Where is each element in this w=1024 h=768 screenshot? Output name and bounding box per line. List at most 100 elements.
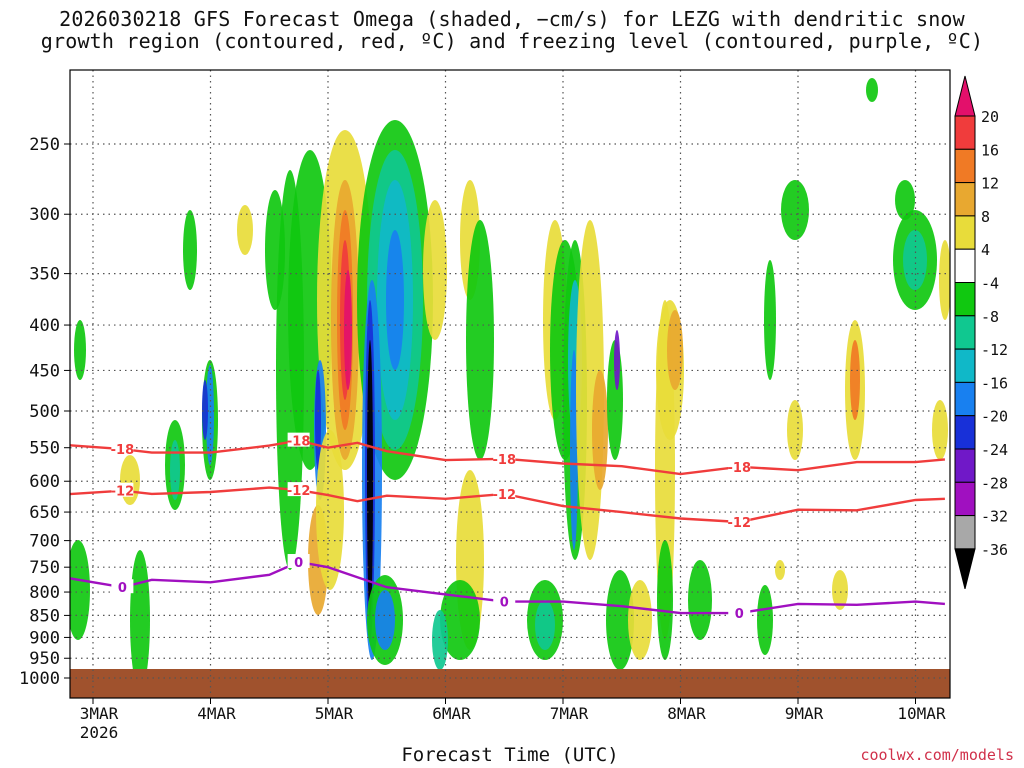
omega-region — [367, 340, 373, 620]
x-year-label: 2026 — [80, 723, 119, 742]
contour-label-bg — [728, 514, 751, 529]
contour-label: -18 — [111, 443, 135, 458]
contour-label-bg — [111, 579, 134, 594]
omega-region — [423, 200, 447, 340]
contour-dgz-minus12 — [70, 486, 945, 524]
credit-link[interactable]: coolwx.com/models — [860, 746, 1014, 764]
y-tick-label: 900 — [29, 628, 60, 648]
colorbar-segment — [954, 148, 976, 184]
colorbar-segment — [954, 348, 976, 383]
colorbar-label: -36 — [981, 541, 1008, 559]
omega-region — [903, 230, 927, 290]
contour-label-bg — [728, 458, 751, 473]
contour-label: 0 — [118, 581, 127, 596]
y-axis: 2503003504004505005506006507007508008509… — [19, 135, 70, 689]
chart-title-line1: 2026030218 GFS Forecast Omega (shaded, −… — [59, 7, 965, 31]
chart-title-line2: growth region (contoured, red, ºC) and f… — [40, 29, 984, 53]
contour-label: 0 — [500, 596, 509, 611]
omega-region — [850, 340, 860, 420]
contour-label: -12 — [493, 488, 517, 503]
x-tick-label: 10MAR — [897, 704, 946, 723]
omega-region — [667, 310, 683, 390]
colorbar-segment — [954, 381, 976, 417]
y-tick-label: 500 — [29, 402, 60, 422]
contour-label-bg — [493, 450, 516, 465]
omega-region — [657, 540, 673, 660]
omega-region — [606, 570, 634, 670]
contour-freezing-level — [70, 560, 945, 615]
omega-region — [386, 230, 404, 370]
y-tick-label: 550 — [29, 439, 60, 459]
x-axis-title: Forecast Time (UTC) — [401, 744, 619, 766]
colorbar: 20 16 12 8 4 -4 -8 -12 -16 -20 -24 -28 -32 -36 — [954, 75, 1008, 590]
contour-label: 0 — [294, 556, 303, 571]
x-tick-label: 5MAR — [315, 704, 354, 723]
y-tick-label: 650 — [29, 503, 60, 523]
omega-region — [570, 350, 578, 550]
colorbar-segment — [954, 215, 976, 250]
y-tick-label: 800 — [29, 583, 60, 603]
y-tick-label: 1000 — [19, 669, 60, 689]
omega-region — [237, 205, 253, 255]
omega-region — [316, 430, 344, 590]
contour-label: -12 — [728, 516, 752, 531]
colorbar-label: -12 — [981, 341, 1008, 359]
omega-region — [764, 260, 776, 380]
contour-lines: -18 -18 -18 -18 -12 -12 -12 -12 0 0 0 0 — [70, 432, 946, 622]
omega-region — [939, 240, 950, 320]
omega-region — [202, 380, 208, 440]
contour-label-bg — [493, 593, 516, 608]
colorbar-label: -20 — [981, 408, 1008, 426]
x-tick-label: 9MAR — [785, 704, 824, 723]
colorbar-label: 12 — [981, 175, 999, 193]
y-tick-label: 350 — [29, 265, 60, 285]
colorbar-segment — [954, 448, 976, 483]
y-tick-label: 750 — [29, 558, 60, 578]
contour-label: -18 — [287, 435, 311, 450]
contour-label-bg — [287, 482, 310, 497]
contour-label-bg — [728, 605, 751, 620]
colorbar-bottom-arrow — [954, 548, 976, 590]
colorbar-label: -8 — [981, 308, 999, 326]
omega-region — [787, 400, 803, 460]
omega-region — [775, 560, 785, 580]
omega-region — [344, 270, 352, 390]
contour-label-bg — [287, 432, 310, 447]
y-tick-label: 850 — [29, 606, 60, 626]
y-tick-label: 600 — [29, 472, 60, 492]
contour-label-bg — [493, 485, 516, 500]
contour-dgz-minus18 — [70, 439, 946, 476]
colorbar-segment — [954, 182, 976, 217]
omega-region — [628, 580, 652, 660]
omega-region — [432, 610, 448, 670]
x-tick-label: 4MAR — [197, 704, 236, 723]
contour-label-bg — [111, 482, 134, 497]
omega-region — [592, 370, 608, 490]
y-tick-label: 250 — [29, 135, 60, 155]
x-axis: 3MAR 4MAR 5MAR 6MAR 7MAR 8MAR 9MAR 10MAR 2026 — [80, 698, 946, 742]
omega-region — [375, 590, 395, 650]
omega-region — [614, 330, 620, 390]
omega-region — [440, 580, 480, 660]
colorbar-label: -32 — [981, 508, 1008, 526]
colorbar-segment — [954, 248, 976, 283]
colorbar-label: -24 — [981, 441, 1008, 459]
colorbar-segment — [954, 115, 976, 150]
omega-region — [74, 320, 86, 380]
colorbar-label: 16 — [981, 141, 999, 159]
omega-region — [832, 570, 848, 610]
y-tick-label: 950 — [29, 649, 60, 669]
ground-layer — [70, 669, 950, 698]
contour-label: 0 — [735, 607, 744, 622]
omega-region — [183, 210, 197, 290]
colorbar-segment — [954, 315, 976, 350]
omega-region — [781, 180, 809, 240]
y-tick-label: 450 — [29, 361, 60, 381]
colorbar-segment — [954, 515, 976, 550]
y-tick-label: 300 — [29, 205, 60, 225]
contour-label-bg — [287, 554, 310, 569]
x-tick-label: 6MAR — [432, 704, 471, 723]
colorbar-label: 8 — [981, 208, 990, 226]
colorbar-top-arrow — [954, 75, 976, 117]
